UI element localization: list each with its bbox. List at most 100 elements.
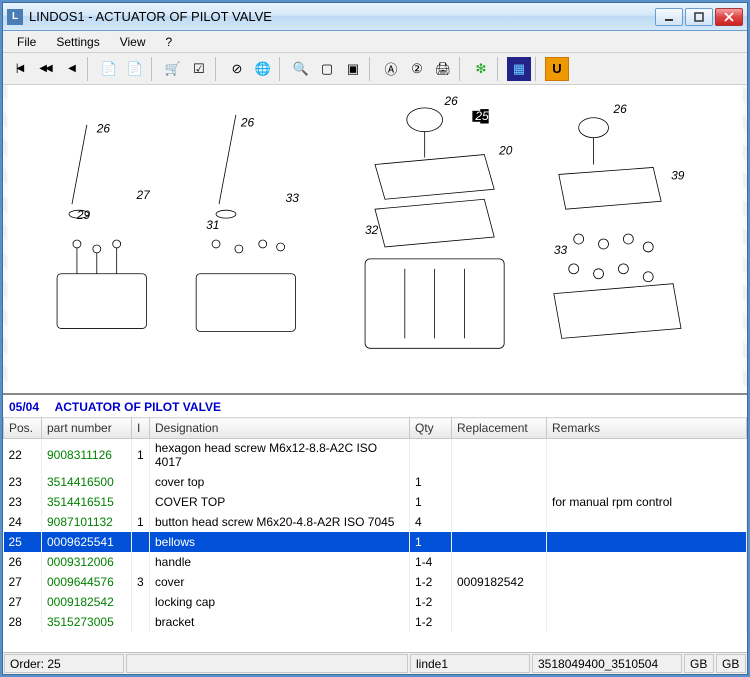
cell-qty: 1 — [410, 472, 452, 492]
cell-repl — [452, 492, 547, 512]
nav-first-button[interactable]: |◀ — [7, 57, 31, 81]
u-box-button[interactable]: U — [545, 57, 569, 81]
menu-item-view[interactable]: View — [112, 33, 154, 51]
cell-repl — [452, 472, 547, 492]
table-scroll[interactable]: Pos. part number I Designation Qty Repla… — [3, 417, 747, 652]
cell-qty: 1-2 — [410, 592, 452, 612]
cell-part: 9008311126 — [42, 439, 132, 472]
cell-pos: 28 — [4, 612, 42, 632]
svg-text:39: 39 — [671, 168, 685, 182]
diagram-pane[interactable]: 262729 263331 262032 263933 █ 25 — [3, 85, 747, 395]
window-title: LINDOS1 - ACTUATOR OF PILOT VALVE — [29, 9, 655, 24]
table-row[interactable]: 233514416500cover top1 — [4, 472, 747, 492]
globe-button[interactable]: 🌐 — [251, 57, 275, 81]
cell-desig: cover top — [150, 472, 410, 492]
col-i[interactable]: I — [132, 418, 150, 439]
col-desig[interactable]: Designation — [150, 418, 410, 439]
titlebar: L LINDOS1 - ACTUATOR OF PILOT VALVE — [3, 3, 747, 31]
table-row[interactable]: 233514416515COVER TOP1for manual rpm con… — [4, 492, 747, 512]
app-window: L LINDOS1 - ACTUATOR OF PILOT VALVE File… — [2, 2, 748, 675]
table-row[interactable]: 2700096445763cover1-20009182542 — [4, 572, 747, 592]
menu-item-settings[interactable]: Settings — [48, 33, 107, 51]
table-row[interactable]: 250009625541bellows1 — [4, 532, 747, 552]
find-a-button[interactable]: Ⓐ — [379, 57, 403, 81]
col-pos[interactable]: Pos. — [4, 418, 42, 439]
parts-table: Pos. part number I Designation Qty Repla… — [3, 417, 747, 632]
section-header: 05/04 ACTUATOR OF PILOT VALVE — [3, 395, 747, 417]
status-code: 3518049400_3510504 — [532, 654, 682, 673]
cell-repl — [452, 439, 547, 472]
no-globe-button[interactable]: ⊘ — [225, 57, 249, 81]
cell-i: 3 — [132, 572, 150, 592]
nav-back-button[interactable]: ◀ — [59, 57, 83, 81]
cell-repl — [452, 552, 547, 572]
check-button[interactable]: ☑ — [187, 57, 211, 81]
cell-qty: 4 — [410, 512, 452, 532]
cell-i — [132, 552, 150, 572]
find-2-button[interactable]: ② — [405, 57, 429, 81]
table-row[interactable]: 260009312006handle1-4 — [4, 552, 747, 572]
minimize-button[interactable] — [655, 8, 683, 26]
cell-i: 1 — [132, 512, 150, 532]
cell-pos: 23 — [4, 472, 42, 492]
cell-qty: 1 — [410, 532, 452, 552]
table-header-row: Pos. part number I Designation Qty Repla… — [4, 418, 747, 439]
green-doc-button[interactable]: ❇ — [469, 57, 493, 81]
svg-text:33: 33 — [286, 191, 300, 205]
col-rem[interactable]: Remarks — [547, 418, 747, 439]
nav-rewind-button[interactable]: ◀◀ — [33, 57, 57, 81]
cart-button[interactable]: 🛒 — [161, 57, 185, 81]
doc-b-button[interactable]: 📄 — [123, 57, 147, 81]
cell-desig: bellows — [150, 532, 410, 552]
status-order: Order: 25 — [4, 654, 124, 673]
status-lang1: GB — [684, 654, 714, 673]
blue-box-button[interactable]: ▦ — [507, 57, 531, 81]
print-button[interactable]: 🖨 — [431, 57, 455, 81]
doc-a-button[interactable]: 📄 — [97, 57, 121, 81]
cell-pos: 25 — [4, 532, 42, 552]
cell-pos: 23 — [4, 492, 42, 512]
menu-item-help[interactable]: ? — [158, 33, 181, 51]
cell-i: 1 — [132, 439, 150, 472]
cell-pos: 24 — [4, 512, 42, 532]
cell-i — [132, 592, 150, 612]
close-button[interactable] — [715, 8, 743, 26]
table-row[interactable]: 2290083111261hexagon head screw M6x12-8.… — [4, 439, 747, 472]
cell-repl — [452, 512, 547, 532]
menubar: FileSettings View? — [3, 31, 747, 53]
cell-desig: hexagon head screw M6x12-8.8-A2C ISO 401… — [150, 439, 410, 472]
cell-pos: 27 — [4, 592, 42, 612]
cell-rem — [547, 472, 747, 492]
section-title: ACTUATOR OF PILOT VALVE — [55, 400, 221, 414]
col-repl[interactable]: Replacement — [452, 418, 547, 439]
zoom-button[interactable]: 🔍 — [289, 57, 313, 81]
cell-part: 0009644576 — [42, 572, 132, 592]
col-qty[interactable]: Qty — [410, 418, 452, 439]
svg-text:32: 32 — [365, 223, 379, 237]
toolbar: |◀◀◀◀📄📄🛒☑⊘🌐🔍▢▣Ⓐ②🖨❇▦U — [3, 53, 747, 85]
page-button[interactable]: ▢ — [315, 57, 339, 81]
cell-pos: 26 — [4, 552, 42, 572]
cell-qty: 1-2 — [410, 612, 452, 632]
fit-button[interactable]: ▣ — [341, 57, 365, 81]
cell-i — [132, 472, 150, 492]
svg-text:20: 20 — [498, 144, 513, 158]
cell-qty — [410, 439, 452, 472]
cell-part: 9087101132 — [42, 512, 132, 532]
cell-rem — [547, 572, 747, 592]
cell-part: 0009312006 — [42, 552, 132, 572]
maximize-button[interactable] — [685, 8, 713, 26]
menu-item-file[interactable]: File — [9, 33, 44, 51]
table-row[interactable]: 283515273005bracket1-2 — [4, 612, 747, 632]
table-row[interactable]: 270009182542locking cap1-2 — [4, 592, 747, 612]
svg-text:29: 29 — [76, 208, 91, 222]
cell-repl — [452, 592, 547, 612]
col-part[interactable]: part number — [42, 418, 132, 439]
table-row[interactable]: 2490871011321button head screw M6x20-4.8… — [4, 512, 747, 532]
svg-text:25: 25 — [474, 109, 489, 123]
cell-rem — [547, 512, 747, 532]
svg-text:27: 27 — [136, 188, 151, 202]
cell-desig: cover — [150, 572, 410, 592]
cell-rem — [547, 552, 747, 572]
svg-text:26: 26 — [444, 94, 459, 108]
